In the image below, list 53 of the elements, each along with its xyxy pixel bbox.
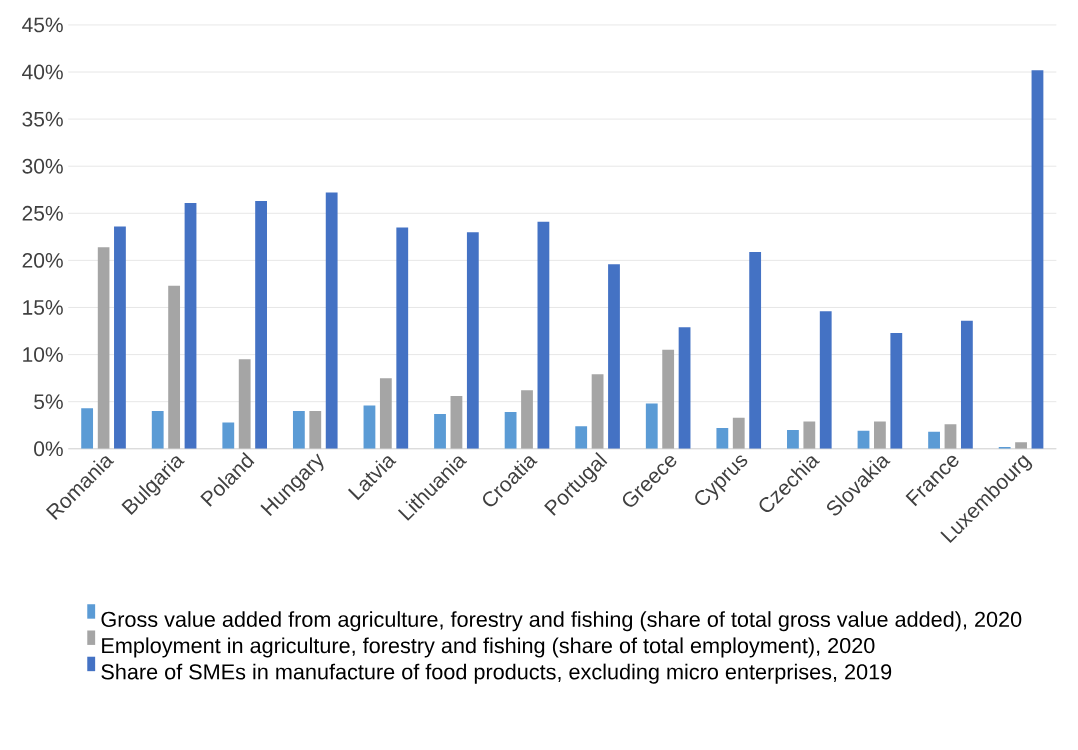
bar [255, 201, 267, 449]
y-tick-label: 5% [34, 394, 63, 410]
y-tick-label: 35% [22, 111, 63, 127]
bar [309, 411, 322, 449]
bar [168, 285, 181, 449]
bar [292, 411, 305, 449]
bar [97, 247, 110, 449]
bar [238, 359, 251, 449]
bar [521, 390, 533, 449]
bar [803, 421, 816, 449]
bar [450, 396, 463, 449]
bar [363, 405, 376, 449]
bar [678, 327, 691, 449]
legend-label: Gross value added from agriculture, forestry and fishing (share of total gross value added), 2020 [101, 611, 1022, 632]
y-tick-label: 20% [22, 253, 63, 268]
bar [222, 422, 235, 449]
bar [396, 227, 409, 449]
legend-label: Share of SMEs in manufacture of food products, excluding micro enterprises, 2019 [101, 663, 892, 684]
bar [890, 332, 903, 449]
bar [575, 426, 588, 449]
bar [944, 424, 957, 449]
bar [466, 232, 479, 449]
y-tick-label: 15% [23, 300, 63, 315]
bar [960, 320, 973, 449]
bar [732, 417, 745, 449]
bar [928, 431, 940, 449]
bar [716, 428, 729, 449]
bar [591, 374, 604, 449]
bar [749, 251, 762, 449]
legend-label: Employment in agriculture, forestry and fishing (share of total employment), 2020 [102, 637, 875, 658]
y-tick-label: 0% [34, 441, 63, 457]
bar [379, 378, 392, 449]
bar [787, 429, 799, 449]
bar [184, 202, 197, 449]
y-tick-label: 25% [22, 205, 63, 221]
bar [151, 411, 164, 449]
bar [608, 264, 620, 449]
bar [434, 413, 446, 449]
y-tick-label: 40% [22, 64, 63, 80]
bar [1015, 442, 1027, 449]
y-tick-label: 45% [22, 17, 63, 33]
bar [504, 412, 517, 449]
bar [1031, 70, 1044, 449]
y-tick-label: 30% [22, 158, 63, 174]
bar [662, 349, 675, 449]
bar [819, 311, 832, 449]
bar [325, 192, 338, 449]
bar [81, 408, 94, 449]
bar [114, 226, 126, 449]
bar [874, 421, 886, 449]
bar [645, 403, 658, 449]
y-tick-label: 10% [23, 347, 63, 363]
bar [537, 221, 550, 449]
